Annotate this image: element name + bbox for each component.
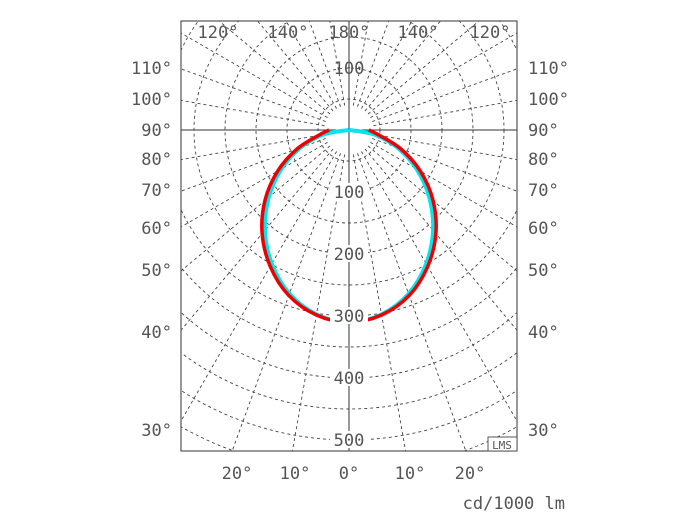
top-angle-label: 180° [329,23,370,43]
left-angle-label: 110° [131,59,172,79]
lms-watermark: LMS [487,436,518,452]
right-angle-label: 100° [528,90,569,110]
grid-radial [231,153,341,451]
angle-labels: 120° 140° 180° 140° 120° 20° 10° 0° 10° 20° 110° 11… [131,23,569,484]
top-angle-label: 120° [198,23,239,43]
grid-radial [181,148,334,331]
top-angle-label: 120° [470,23,511,43]
right-angle-label: 30° [528,421,559,441]
left-angle-label: 50° [141,261,172,281]
plot-frame [180,20,518,452]
top-angle-label: 140° [398,23,439,43]
bottom-angle-label: 0° [339,464,359,484]
right-angle-label: 90° [528,121,559,141]
grid-radial [181,151,337,422]
polar-grid [181,21,517,451]
grid-radial [361,151,517,422]
right-angle-label: 110° [528,59,569,79]
radial-label: 300 [334,307,365,327]
grid-radial [181,145,331,272]
lms-text: LMS [492,439,512,452]
unit-label: cd/1000 lm [463,494,565,514]
grid-radial [373,133,517,161]
grid-radial [291,154,346,451]
right-angle-label: 70° [528,181,559,201]
bottom-angle-label: 10° [395,464,426,484]
grid-radial [373,99,517,127]
grid-radial [218,21,331,115]
grid-radial [257,21,334,112]
radial-label: 400 [334,369,365,389]
radial-label: 200 [334,245,365,265]
grid-radial [364,21,441,112]
grid-radial [329,21,346,106]
right-angle-label: 40° [528,323,559,343]
right-angle-label: 80° [528,150,559,170]
radial-labels: 100 100 200 300 400 500 [330,59,368,451]
grid-radial [367,145,517,272]
grid-radial [370,32,517,118]
right-angle-label: 50° [528,261,559,281]
grid-radial [181,133,325,161]
bottom-angle-label: 20° [455,464,486,484]
left-angle-label: 40° [141,323,172,343]
left-angle-label: 100° [131,90,172,110]
left-angle-label: 70° [141,181,172,201]
grid-radial [181,68,326,122]
grid-radial [181,32,328,118]
bottom-angle-label: 20° [222,464,253,484]
left-angle-label: 30° [141,421,172,441]
radial-label: 100 [334,183,365,203]
right-angle-label: 60° [528,219,559,239]
radial-label: 500 [334,431,365,451]
grid-radial [370,142,517,228]
grid-radial [372,68,517,122]
left-angle-label: 60° [141,219,172,239]
grid-radial [352,154,407,451]
top-angle-label: 140° [268,23,309,43]
grid-radial [352,21,369,106]
grid-radial [285,21,337,109]
grid-radial [367,21,480,115]
left-angle-label: 90° [141,121,172,141]
radial-label-top: 100 [334,59,365,79]
grid-radial [357,153,467,451]
grid-radial [181,99,325,127]
left-angle-label: 80° [141,150,172,170]
grid-radial [361,21,413,109]
grid-radial [364,148,517,331]
bottom-angle-label: 10° [280,464,311,484]
grid-radial [181,142,328,228]
